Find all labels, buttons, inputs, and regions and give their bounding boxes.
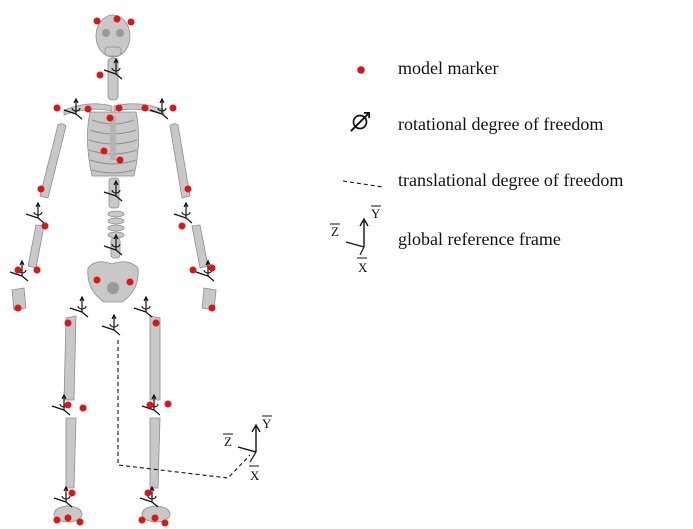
left-forearm (27, 224, 45, 269)
left-hand (11, 287, 27, 311)
legend-axis-y: Y (371, 206, 381, 221)
figure-axis-y: Y (262, 416, 272, 431)
dashed-line-icon (342, 180, 384, 188)
rib-cage (87, 111, 139, 177)
figure-axis-z: Z (224, 434, 232, 449)
right-forearm (191, 224, 209, 269)
left-tibia (65, 417, 77, 489)
legend-marker-label: model marker (398, 58, 499, 78)
translational-dof-path (117, 340, 251, 479)
xyz-axes-icon: Y Z X (330, 205, 381, 275)
legend-translational-label: translational degree of freedom (398, 170, 624, 190)
right-femur (149, 315, 161, 401)
left-humerus (39, 123, 67, 199)
legend-axis-z: Z (331, 224, 339, 239)
global-frame-figure: Y Z X (223, 415, 272, 483)
left-foot (53, 505, 83, 523)
model-markers (14, 15, 216, 527)
right-humerus (169, 123, 191, 199)
red-dot-icon (357, 66, 365, 74)
skeleton (11, 14, 217, 523)
right-tibia (149, 417, 161, 489)
legend-rotational-label: rotational degree of freedom (398, 114, 604, 134)
skull (95, 14, 131, 58)
left-femur (63, 315, 77, 401)
rotation-arrow-icon (350, 112, 370, 132)
legend-frame-label: global reference frame (398, 229, 561, 249)
figure-axis-x: X (250, 468, 260, 483)
pelvis (87, 261, 139, 303)
legend-axis-x: X (358, 260, 368, 275)
legend-icons: Y Z X (330, 66, 384, 275)
